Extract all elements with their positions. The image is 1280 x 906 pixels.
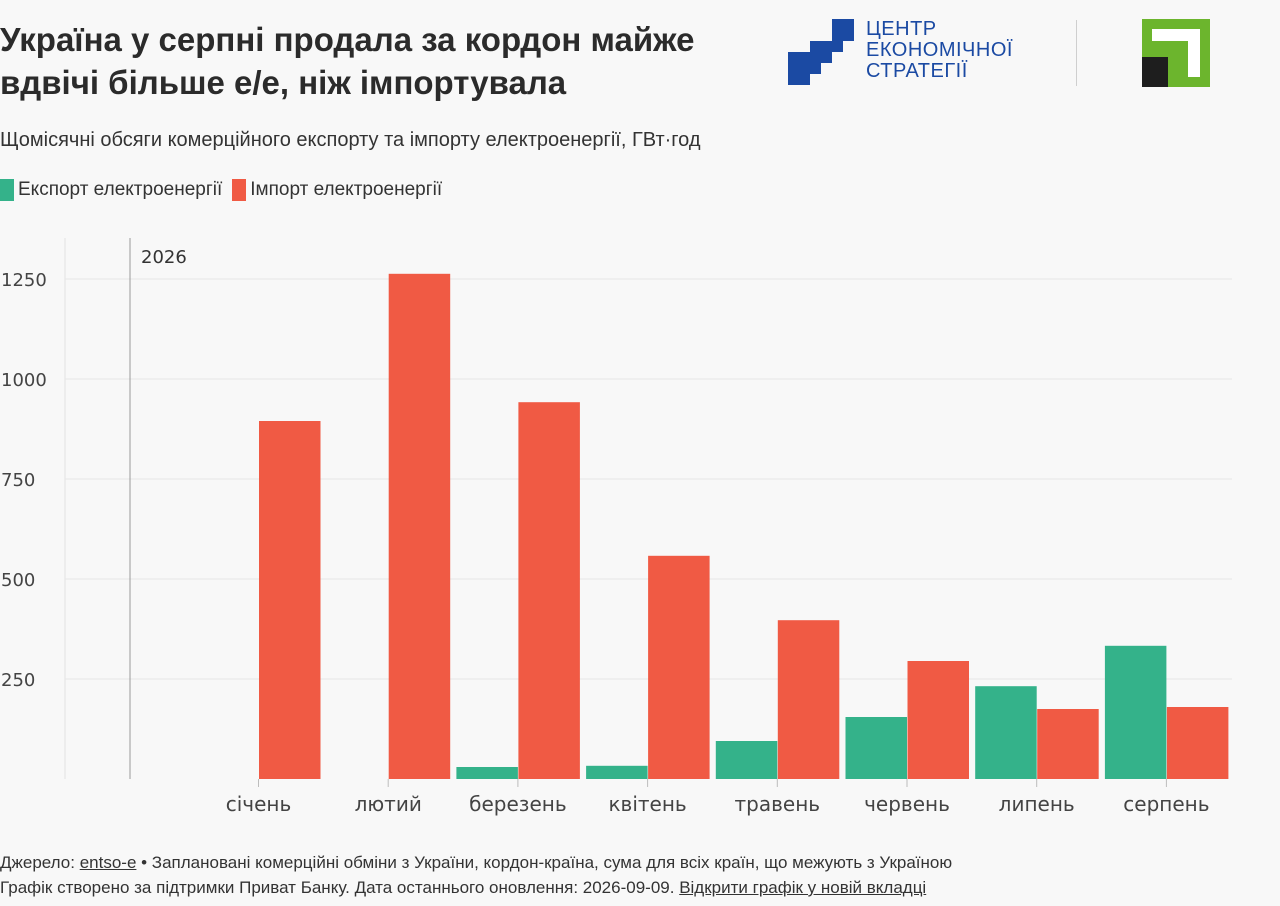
chart-legend: Експорт електроенергії Імпорт електроене…	[0, 179, 452, 201]
privatbank-logo-icon	[1142, 19, 1210, 87]
x-tick-label: січень	[226, 792, 292, 816]
legend-label-export: Експорт електроенергії	[18, 179, 223, 200]
source-link[interactable]: entso-e	[79, 853, 137, 872]
footer-credit-text: Графік створено за підтримки Приват Банк…	[0, 878, 680, 897]
footer-source-prefix: Джерело:	[0, 853, 80, 872]
bar-import	[1166, 707, 1229, 779]
bar-import	[388, 273, 451, 779]
chart-title: Україна у серпні продала за кордон майже…	[0, 21, 695, 101]
x-tick-label: лютий	[355, 792, 422, 816]
x-tick-label: червень	[864, 792, 950, 816]
y-tick-label: 1250	[1, 270, 47, 291]
chart-subtitle: Щомісячні обсяги комерційного експорту т…	[0, 129, 701, 151]
ces-logo-line1: ЦЕНТР	[866, 18, 937, 40]
bar-import	[777, 620, 840, 779]
legend-label-import: Імпорт електроенергії	[250, 179, 443, 200]
bar-export	[456, 767, 518, 779]
bar-import	[259, 421, 321, 779]
bar-export	[586, 765, 648, 779]
footer-source-line: Джерело: entso-e • Заплановані комерційн…	[0, 850, 952, 875]
ces-logo-line2: ЕКОНОМІЧНОЇ	[866, 39, 1013, 61]
y-tick-label: 1000	[1, 370, 47, 391]
legend-item-export[interactable]: Експорт електроенергії	[0, 179, 222, 201]
bar-export	[845, 717, 907, 779]
bar-export	[975, 686, 1037, 779]
x-tick-label: серпень	[1123, 792, 1209, 816]
legend-swatch-export	[0, 179, 14, 201]
x-tick-label: квітень	[608, 792, 686, 816]
legend-item-import[interactable]: Імпорт електроенергії	[232, 179, 442, 201]
bar-import	[1037, 709, 1099, 779]
bar-import	[518, 402, 580, 779]
bar-export	[1104, 645, 1167, 779]
y-tick-label: 500	[1, 570, 35, 591]
legend-swatch-import	[232, 179, 247, 201]
year-annotation: 2026	[141, 247, 187, 268]
ces-logo: ЦЕНТР ЕКОНОМІЧНОЇ СТРАТЕГІЇ	[788, 19, 1013, 85]
chart-footer: Джерело: entso-e • Заплановані комерційн…	[0, 850, 952, 900]
bar-export	[715, 741, 778, 779]
y-tick-label: 250	[1, 670, 35, 691]
y-tick-label: 750	[1, 470, 35, 491]
bar-chart: 250 500 750 1000 1250 2026 січень лютий березень…	[1, 238, 1232, 816]
ces-logo-icon	[788, 19, 854, 85]
footer-credit-line: Графік створено за підтримки Приват Банк…	[0, 875, 952, 900]
bar-import	[907, 661, 969, 779]
open-chart-link[interactable]: Відкрити графік у новій вкладці	[679, 878, 927, 897]
x-tick-label: липень	[999, 792, 1075, 816]
footer-source-rest: • Заплановані комерційні обміни з Україн…	[136, 853, 953, 872]
ces-logo-line3: СТРАТЕГІЇ	[866, 60, 968, 82]
bar-import	[648, 555, 710, 779]
logo-divider	[1076, 20, 1077, 86]
x-tick-label: травень	[735, 792, 821, 816]
x-tick-label: березень	[469, 792, 566, 816]
